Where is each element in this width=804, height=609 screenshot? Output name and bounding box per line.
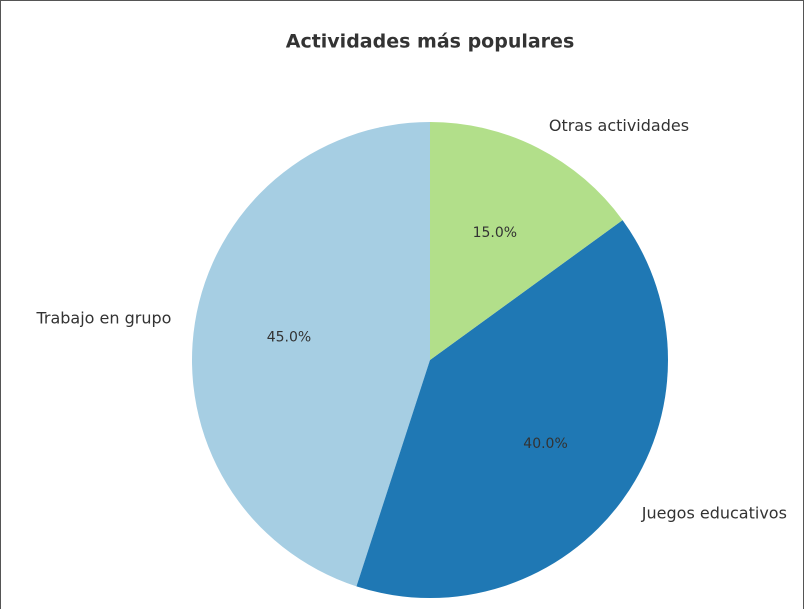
value-label: 15.0% (473, 225, 517, 241)
slice-label: Trabajo en grupo (35, 309, 171, 328)
pie-slice (191, 122, 430, 587)
slice-label: Juegos educativos (641, 503, 787, 522)
chart-title: Actividades más populares (286, 31, 575, 53)
pie-slice (356, 220, 668, 598)
value-label: 45.0% (267, 330, 311, 346)
slice-label: Otras actividades (549, 116, 689, 135)
value-label: 40.0% (523, 436, 567, 452)
pie-slice (430, 122, 623, 360)
